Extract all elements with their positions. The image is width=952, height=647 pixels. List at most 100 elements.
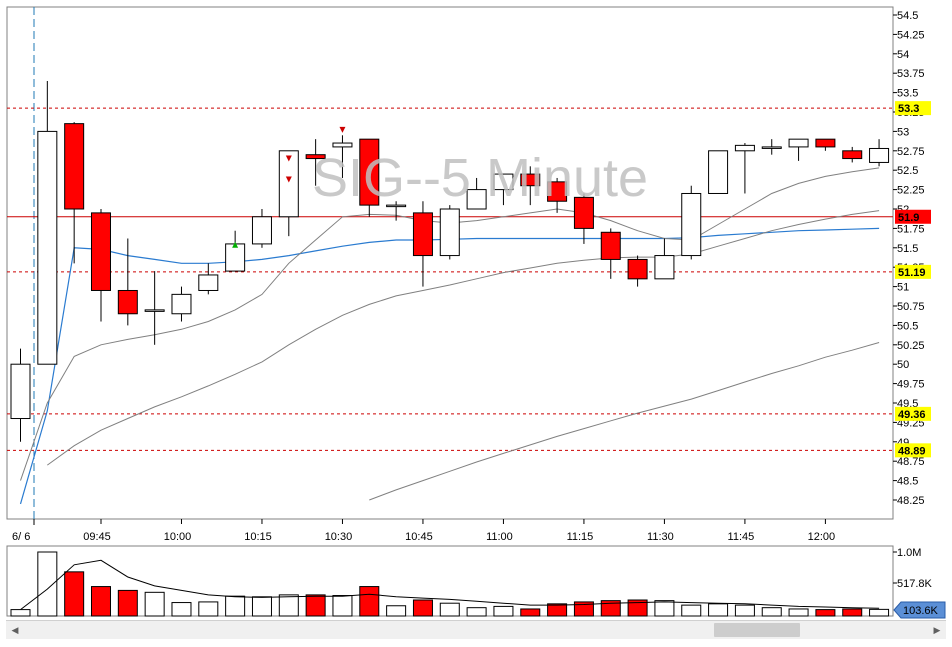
price-tick-label: 52.5 — [897, 165, 918, 177]
candle-body — [198, 274, 219, 291]
time-label: 11:45 — [728, 531, 755, 543]
volume-bar — [144, 591, 165, 617]
volume-bar — [573, 601, 594, 617]
price-tick-label: 53.5 — [897, 88, 918, 100]
volume-bar — [171, 602, 192, 617]
level-tag-bg — [895, 264, 931, 279]
price-tick-label: 54.5 — [897, 10, 918, 22]
candle — [869, 139, 890, 167]
candle-body — [761, 146, 782, 149]
candle-body — [869, 147, 890, 163]
price-tick-label: 51.5 — [897, 243, 918, 255]
candle-body — [734, 144, 755, 152]
time-label: 10:00 — [164, 531, 192, 543]
price-tick-label: 50.25 — [897, 340, 925, 352]
time-label: 11:00 — [486, 531, 513, 543]
time-label: 12:00 — [808, 531, 836, 543]
candle — [761, 139, 782, 155]
candles — [10, 80, 890, 442]
time-axis: 6/ 6 09:45 10:00 10:15 10:30 10:45 11:00 11:15 1… — [12, 519, 835, 543]
volume-mid-label: 517.8K — [897, 578, 933, 590]
candle-body — [520, 173, 541, 187]
volume-bar — [788, 608, 809, 617]
candle — [788, 138, 809, 161]
candle — [332, 135, 353, 178]
level-tag-bg — [895, 101, 931, 116]
candle — [708, 150, 729, 194]
volume-bar — [412, 599, 433, 617]
level-tag-label: 51.19 — [898, 267, 926, 279]
scroll-right-icon[interactable]: ▶ — [933, 625, 941, 635]
volume-bar — [761, 607, 782, 617]
candle-body — [439, 208, 460, 257]
level-tag: 48.89 — [895, 443, 931, 458]
volume-bar — [708, 603, 729, 617]
candle — [842, 146, 863, 163]
level-tag-label: 49.36 — [898, 409, 926, 421]
candle-body — [815, 138, 836, 148]
level-tag-label: 53.3 — [898, 103, 919, 115]
candle — [520, 166, 541, 206]
volume-bar — [359, 586, 380, 617]
price-tick-label: 54 — [897, 49, 909, 61]
candle-body — [466, 189, 487, 210]
volume-bar — [627, 599, 648, 617]
volume-top-label: 1.0M — [897, 547, 921, 559]
candle-body — [788, 138, 809, 148]
candle — [412, 201, 433, 287]
sell-arrow-icon — [285, 155, 292, 162]
candle-body — [90, 212, 111, 291]
volume-panel: 1.0M 517.8K 103.6K — [10, 547, 946, 619]
candle-body — [386, 204, 407, 208]
candle — [466, 177, 487, 210]
candle — [573, 193, 594, 244]
volume-bar — [90, 586, 111, 617]
candle — [198, 263, 219, 295]
candle-body — [251, 216, 272, 245]
candle — [37, 80, 58, 365]
candle-body — [117, 289, 138, 315]
chart-frame — [6, 6, 894, 617]
price-tick-label: 53.75 — [897, 68, 925, 80]
sell-arrow-icon — [339, 126, 346, 133]
candle-body — [547, 181, 568, 202]
volume-average-line — [20, 559, 880, 610]
volume-bar — [520, 608, 541, 617]
moving-average-line — [369, 342, 880, 501]
volume-bar — [681, 604, 702, 617]
scroll-left-icon[interactable]: ◀ — [11, 625, 19, 635]
candle — [439, 205, 460, 260]
candle-body — [600, 231, 621, 260]
time-label: 10:45 — [405, 531, 433, 543]
signal-markers — [232, 126, 346, 248]
volume-bar — [117, 589, 138, 617]
candle-body — [627, 258, 648, 280]
candle-body — [305, 154, 326, 160]
chart-title: SIG--5 Minute — [312, 148, 648, 208]
horizontal-scrollbar[interactable]: ◀ ▶ — [6, 620, 946, 639]
time-label: 10:30 — [325, 531, 353, 543]
candle — [359, 138, 380, 217]
volume-bar — [64, 571, 85, 617]
scrollbar-thumb[interactable] — [714, 623, 800, 637]
candle — [305, 139, 326, 186]
date-label: 6/ 6 — [12, 531, 30, 543]
volume-bar — [332, 595, 353, 617]
time-label: 11:30 — [647, 531, 674, 543]
level-tag: 51.19 — [895, 264, 931, 279]
volume-bar — [547, 603, 568, 617]
level-tag: 49.36 — [895, 406, 931, 421]
price-panel-border — [6, 6, 894, 520]
price-tick-label: 48.5 — [897, 476, 918, 488]
volume-bar — [198, 601, 219, 617]
volume-bar — [439, 602, 460, 617]
moving-average-line — [47, 210, 880, 466]
moving-average-line — [19, 227, 880, 505]
price-tick-label: 48.75 — [897, 456, 925, 468]
level-tag-label: 48.89 — [898, 445, 926, 457]
price-tick-label: 51.75 — [897, 223, 925, 235]
candle-body — [332, 142, 353, 148]
price-tick-label: 52.75 — [897, 146, 925, 158]
